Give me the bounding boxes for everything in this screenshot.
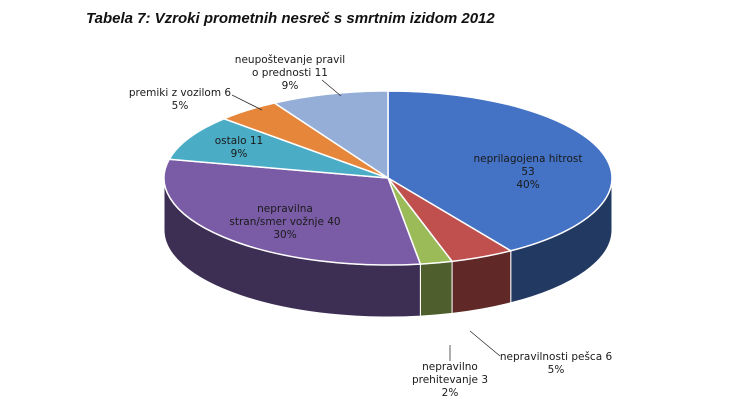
leader-line-neupostevanje-pravil-o-prednosti	[321, 79, 342, 97]
slice-label-nepravilnosti-pesca: nepravilnosti pešca 6 5%	[500, 351, 613, 376]
chart-title: Tabela 7: Vzroki prometnih nesreč s smrt…	[86, 10, 495, 27]
slice-label-nepravilno-prehitevanje: nepravilno prehitevanje 3 2%	[412, 361, 488, 399]
pie-tops	[163, 90, 613, 266]
slice-label-ostalo: ostalo 11 9%	[215, 135, 264, 160]
slice-labels: neprilagojena hitrost 53 40% nepravilnosti …	[129, 54, 613, 399]
pie-slice-neupostevanje-pravil-o-prednosti	[272, 90, 389, 180]
slice-label-neupostevanje-pravil-o-prednosti: neupoštevanje pravil o prednosti 11 9%	[235, 54, 345, 92]
leader-line-premiki-z-vozilom	[231, 94, 263, 111]
pie-side-nepravilno-prehitevanje	[419, 260, 453, 317]
leader-line-nepravilnosti-pesca	[469, 330, 501, 357]
slice-label-nepravilna-stran-smer-voznje: nepravilna stran/smer vožnje 40 30%	[229, 203, 340, 241]
pie-slice-nepravilna-stran-smer-voznje	[163, 158, 422, 266]
slice-label-premiki-z-vozilom: premiki z vozilom 6 5%	[129, 87, 232, 112]
slice-label-neprilagojena-hitrost: neprilagojena hitrost 53 40%	[473, 153, 582, 191]
pie-slice-ostalo	[168, 117, 389, 179]
